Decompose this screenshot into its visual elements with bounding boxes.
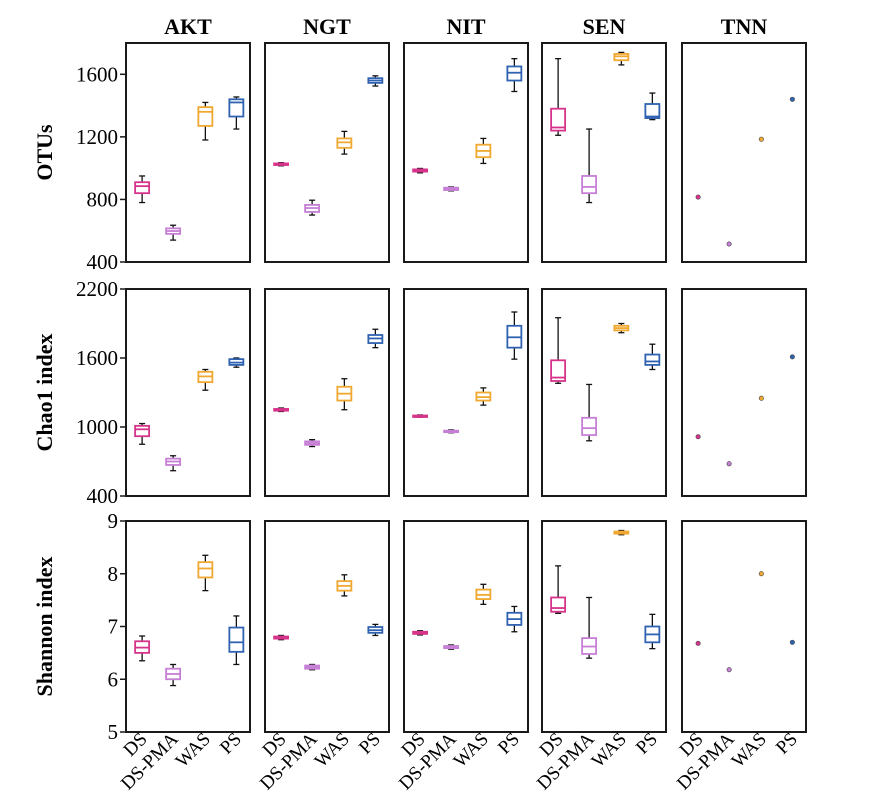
row-label-chao1-index: Chao1 index [32, 334, 57, 452]
point-tnn-ds [695, 434, 701, 440]
y-tick-label: 8 [108, 562, 119, 586]
x-tick-label-ps: PS [355, 729, 385, 759]
y-tick-label: 2200 [76, 277, 118, 301]
box-akt-ds [134, 424, 151, 438]
x-tick-label-was: WAS [311, 729, 354, 772]
panel-shannon-index-akt [125, 520, 251, 733]
panel-shannon-index-tnn [681, 520, 807, 733]
point-tnn-ds-pma [726, 241, 732, 247]
x-tick-label-was: WAS [172, 729, 215, 772]
panel-otus-sen [541, 42, 667, 263]
y-tick-label: 800 [87, 187, 119, 211]
point-tnn-was [758, 136, 764, 142]
panel-shannon-index-sen [541, 520, 667, 733]
point-tnn-ps [789, 639, 795, 645]
panel-chao1-index-sen [541, 288, 667, 497]
point-tnn-ds [695, 640, 701, 646]
y-tick-label: 6 [108, 667, 119, 691]
facet-title-sen: SEN [583, 14, 626, 39]
panel-otus-tnn [681, 42, 807, 263]
y-tick-label: 1600 [76, 62, 118, 86]
y-tick-label: 9 [108, 509, 119, 533]
x-tick-label-was: WAS [588, 729, 631, 772]
y-tick-label: 7 [108, 615, 119, 639]
y-tick-label: 400 [87, 250, 119, 274]
box-sen-ds-pma [581, 175, 598, 195]
y-tick-label: 5 [108, 720, 119, 744]
point-tnn-ps [789, 96, 795, 102]
row-label-otus: OTUs [32, 124, 57, 181]
panel-otus-ngt [264, 42, 390, 263]
point-tnn-was [758, 395, 764, 401]
panel-shannon-index-nit [403, 520, 529, 733]
box-sen-ps [644, 103, 661, 119]
point-tnn-ds [695, 194, 701, 200]
point-tnn-was [758, 571, 764, 577]
facet-title-nit: NIT [446, 14, 485, 39]
box-sen-ds [550, 359, 567, 382]
panel-shannon-index-ngt [264, 520, 390, 733]
panel-chao1-index-akt [125, 288, 251, 497]
box-sen-ds-pma [581, 416, 598, 436]
y-tick-label: 400 [87, 484, 119, 508]
x-tick-label-ps: PS [632, 729, 662, 759]
x-tick-label-was: WAS [450, 729, 493, 772]
facet-title-tnn: TNN [721, 14, 768, 39]
box-sen-ds [550, 107, 567, 132]
box-akt-ps [228, 626, 245, 653]
row-label-shannon-index: Shannon index [32, 556, 57, 696]
box-akt-was [197, 106, 214, 127]
x-tick-label-ps: PS [216, 729, 246, 759]
y-tick-label: 1000 [76, 415, 118, 439]
panel-otus-nit [403, 42, 529, 263]
point-tnn-ds-pma [726, 461, 732, 467]
box-akt-ps [228, 98, 245, 118]
panel-chao1-index-tnn [681, 288, 807, 497]
point-tnn-ps [789, 354, 795, 360]
box-sen-ps [644, 353, 661, 366]
box-sen-ds [550, 596, 567, 613]
x-tick-label-ps: PS [772, 729, 802, 759]
y-tick-label: 1200 [76, 125, 118, 149]
x-tick-label-ps: PS [494, 729, 524, 759]
y-tick-label: 1600 [76, 346, 118, 370]
panel-chao1-index-nit [403, 288, 529, 497]
x-tick-label-was: WAS [728, 729, 771, 772]
box-akt-ds [134, 181, 151, 195]
facet-title-akt: AKT [164, 14, 212, 39]
facet-title-ngt: NGT [303, 14, 351, 39]
point-tnn-ds-pma [726, 667, 732, 673]
panel-chao1-index-ngt [264, 288, 390, 497]
panel-otus-akt [125, 42, 251, 263]
box-akt-was [197, 561, 214, 579]
